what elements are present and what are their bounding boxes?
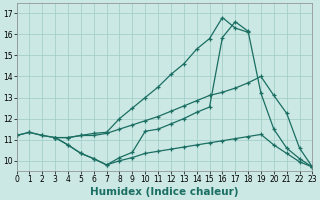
X-axis label: Humidex (Indice chaleur): Humidex (Indice chaleur) (90, 187, 239, 197)
